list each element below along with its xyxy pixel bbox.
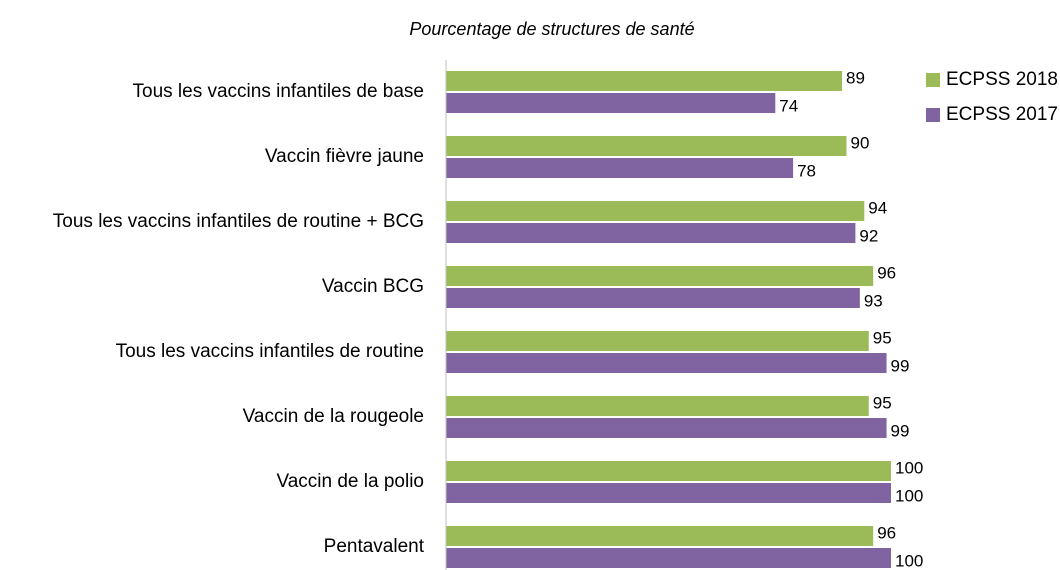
- bar: [446, 71, 843, 91]
- value-label: 92: [859, 226, 878, 245]
- bar: [446, 353, 887, 373]
- value-label: 96: [877, 523, 896, 542]
- category-label: Vaccin BCG: [321, 276, 424, 297]
- bar: [446, 483, 891, 503]
- value-label: 100: [895, 486, 923, 505]
- bar: [446, 526, 874, 546]
- bar: [446, 548, 891, 568]
- value-label: 90: [851, 133, 870, 152]
- legend-swatch: [926, 73, 940, 87]
- bar: [446, 93, 776, 113]
- bar: [446, 461, 891, 481]
- value-label: 93: [864, 291, 883, 310]
- value-label: 99: [891, 421, 910, 440]
- value-label: 100: [895, 458, 923, 477]
- category-label: Vaccin fièvre jaune: [264, 146, 424, 167]
- bar: [446, 418, 887, 438]
- value-label: 89: [846, 68, 865, 87]
- value-label: 74: [779, 96, 798, 115]
- legend-swatch: [926, 108, 940, 122]
- value-label: 99: [891, 356, 910, 375]
- bar: [446, 266, 874, 286]
- value-label: 96: [877, 263, 896, 282]
- legend-label: ECPSS 2018: [946, 69, 1058, 90]
- value-label: 100: [895, 551, 923, 570]
- category-label: Tous les vaccins infantiles de routine: [115, 341, 424, 362]
- value-label: 94: [868, 198, 887, 217]
- bar: [446, 288, 860, 308]
- category-label: Vaccin de la rougeole: [242, 406, 424, 427]
- category-label: Tous les vaccins infantiles de routine +…: [52, 211, 424, 232]
- bar: [446, 396, 869, 416]
- value-label: 95: [873, 393, 892, 412]
- bar: [446, 331, 869, 351]
- chart-title: Pourcentage de structures de santé: [409, 19, 694, 39]
- bar: [446, 201, 865, 221]
- category-label: Pentavalent: [323, 536, 424, 557]
- category-label: Tous les vaccins infantiles de base: [132, 81, 425, 102]
- value-label: 78: [797, 161, 816, 180]
- category-label: Vaccin de la polio: [276, 471, 424, 492]
- bar: [446, 223, 856, 243]
- bar: [446, 158, 794, 178]
- value-label: 95: [873, 328, 892, 347]
- legend-label: ECPSS 2017: [946, 104, 1058, 125]
- bar: [446, 136, 847, 156]
